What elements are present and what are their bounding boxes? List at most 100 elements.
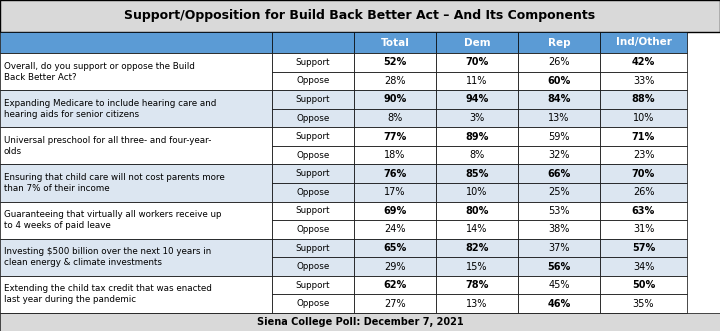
Text: Extending the child tax credit that was enacted
last year during the pandemic: Extending the child tax credit that was … xyxy=(4,284,212,305)
Bar xyxy=(272,146,354,165)
Bar xyxy=(272,53,354,71)
Bar xyxy=(436,109,518,127)
Text: 25%: 25% xyxy=(548,187,570,197)
Text: Oppose: Oppose xyxy=(297,299,330,308)
Text: 59%: 59% xyxy=(548,131,570,142)
Bar xyxy=(272,257,354,276)
Text: Support: Support xyxy=(296,169,330,178)
Text: 60%: 60% xyxy=(547,76,571,86)
Bar xyxy=(600,257,687,276)
Text: 38%: 38% xyxy=(549,224,570,234)
Text: Overall, do you support or oppose the Build
Back Better Act?: Overall, do you support or oppose the Bu… xyxy=(4,62,195,82)
Bar xyxy=(354,295,436,313)
Bar xyxy=(436,127,518,146)
Bar xyxy=(436,71,518,90)
Text: 56%: 56% xyxy=(547,261,571,271)
Bar xyxy=(272,165,354,183)
Bar xyxy=(436,90,518,109)
Text: Siena College Poll: December 7, 2021: Siena College Poll: December 7, 2021 xyxy=(257,317,463,327)
Text: 37%: 37% xyxy=(548,243,570,253)
Bar xyxy=(272,71,354,90)
Text: Support: Support xyxy=(296,58,330,67)
Bar xyxy=(272,127,354,146)
Text: Guaranteeing that virtually all workers receive up
to 4 weeks of paid leave: Guaranteeing that virtually all workers … xyxy=(4,210,222,230)
Text: 46%: 46% xyxy=(547,299,571,309)
Text: Rep: Rep xyxy=(548,37,570,48)
Bar xyxy=(436,220,518,239)
Text: Support/Opposition for Build Back Better Act – And Its Components: Support/Opposition for Build Back Better… xyxy=(125,10,595,23)
Bar xyxy=(0,202,272,239)
Bar xyxy=(0,32,272,53)
Text: 8%: 8% xyxy=(469,150,485,160)
Text: 13%: 13% xyxy=(549,113,570,123)
Text: 8%: 8% xyxy=(387,113,402,123)
Text: 71%: 71% xyxy=(632,131,655,142)
Bar xyxy=(0,90,272,127)
Text: 27%: 27% xyxy=(384,299,406,309)
Bar xyxy=(518,295,600,313)
Text: Oppose: Oppose xyxy=(297,151,330,160)
Text: Oppose: Oppose xyxy=(297,188,330,197)
Text: Support: Support xyxy=(296,281,330,290)
Bar xyxy=(272,239,354,257)
Bar xyxy=(518,146,600,165)
Text: 34%: 34% xyxy=(633,261,654,271)
Text: 70%: 70% xyxy=(465,57,489,67)
Bar xyxy=(272,183,354,202)
Bar xyxy=(272,276,354,295)
Text: 11%: 11% xyxy=(467,76,487,86)
Text: Support: Support xyxy=(296,95,330,104)
Bar xyxy=(0,53,272,90)
Bar xyxy=(518,127,600,146)
Bar xyxy=(272,90,354,109)
Bar xyxy=(600,276,687,295)
Bar xyxy=(600,109,687,127)
Bar xyxy=(0,276,272,313)
Bar xyxy=(518,220,600,239)
Bar xyxy=(518,202,600,220)
Text: 45%: 45% xyxy=(548,280,570,290)
Text: 52%: 52% xyxy=(383,57,407,67)
Bar xyxy=(518,239,600,257)
Bar xyxy=(436,53,518,71)
Text: 17%: 17% xyxy=(384,187,406,197)
Text: 3%: 3% xyxy=(469,113,485,123)
Text: 63%: 63% xyxy=(632,206,655,216)
Bar xyxy=(354,239,436,257)
Text: 76%: 76% xyxy=(383,169,407,179)
Text: 10%: 10% xyxy=(633,113,654,123)
Text: Investing $500 billion over the next 10 years in
clean energy & climate investme: Investing $500 billion over the next 10 … xyxy=(4,247,211,267)
Bar xyxy=(354,220,436,239)
Text: 26%: 26% xyxy=(633,187,654,197)
Bar xyxy=(272,32,354,53)
Text: 33%: 33% xyxy=(633,76,654,86)
Text: 32%: 32% xyxy=(548,150,570,160)
Bar xyxy=(436,257,518,276)
Bar xyxy=(436,295,518,313)
Bar xyxy=(272,295,354,313)
Bar xyxy=(600,127,687,146)
Bar xyxy=(436,183,518,202)
Bar xyxy=(272,109,354,127)
Bar xyxy=(518,32,600,53)
Text: Oppose: Oppose xyxy=(297,262,330,271)
Text: 50%: 50% xyxy=(632,280,655,290)
Bar xyxy=(518,71,600,90)
Bar xyxy=(600,239,687,257)
Text: Dem: Dem xyxy=(464,37,490,48)
Bar xyxy=(518,276,600,295)
Text: Total: Total xyxy=(381,37,410,48)
Text: Universal preschool for all three- and four-year-
olds: Universal preschool for all three- and f… xyxy=(4,136,212,156)
Bar xyxy=(518,257,600,276)
Text: 53%: 53% xyxy=(548,206,570,216)
Bar xyxy=(600,183,687,202)
Bar xyxy=(518,53,600,71)
Bar xyxy=(436,146,518,165)
Bar xyxy=(272,220,354,239)
Bar xyxy=(354,202,436,220)
Bar xyxy=(354,127,436,146)
Bar xyxy=(600,32,687,53)
Bar xyxy=(436,32,518,53)
Text: 82%: 82% xyxy=(465,243,489,253)
Text: Ind/Other: Ind/Other xyxy=(616,37,672,48)
